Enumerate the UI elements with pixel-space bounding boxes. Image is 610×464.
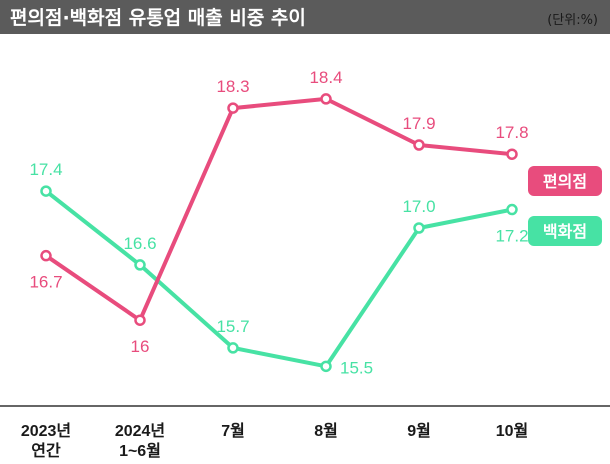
data-point <box>320 93 332 105</box>
series-line-0 <box>44 96 514 323</box>
data-point <box>320 360 332 373</box>
data-label: 18.4 <box>309 68 342 87</box>
data-label: 17.8 <box>495 123 528 142</box>
series-1: 17.4 16.6 15.7 15.5 17.0 17.2 <box>29 160 528 377</box>
data-label: 16.6 <box>123 234 156 253</box>
data-label: 17.9 <box>402 114 435 133</box>
x-tick-label: 7월 <box>221 422 245 440</box>
x-tick-label: 8월 <box>314 422 338 440</box>
data-label: 15.7 <box>216 317 249 336</box>
data-label: 17.4 <box>29 160 62 179</box>
data-point <box>506 148 518 160</box>
data-label: 17.0 <box>402 197 435 216</box>
data-label: 15.5 <box>340 358 373 377</box>
data-point <box>506 203 518 216</box>
data-point <box>40 249 52 262</box>
unit-label: (단위:%) <box>547 13 598 28</box>
data-point <box>227 342 239 354</box>
legend-badge <box>528 216 602 246</box>
data-point <box>134 259 146 271</box>
data-point <box>413 222 425 234</box>
x-tick-label: 10월 <box>496 422 529 440</box>
legend-badge <box>528 166 602 196</box>
title-bar <box>0 0 610 34</box>
data-label: 16.7 <box>29 273 62 292</box>
chart-title: 편의점·백화점 유통업 매출 비중 추이 <box>10 7 306 29</box>
data-point <box>413 139 425 151</box>
data-label: 17.2 <box>495 227 528 246</box>
legend-label: 백화점 <box>543 222 587 241</box>
x-tick-label: 9월 <box>407 422 431 440</box>
data-point <box>134 314 146 326</box>
data-point <box>40 185 52 197</box>
x-tick-label: 2023년 연간 <box>21 421 71 460</box>
series-line-1 <box>44 189 514 369</box>
legend-label: 편의점 <box>543 172 587 191</box>
series-0: 16.7 16 18.3 18.4 17.9 17.8 <box>29 68 528 356</box>
series-layer: 17.4 16.6 15.7 15.5 17.0 17.2 16.7 16 18.3 18.4 17… <box>29 68 528 377</box>
x-tick-label: 2024년 1~6월 <box>115 421 165 460</box>
legend-item-0: 편의점 <box>528 166 602 196</box>
data-point <box>227 102 239 114</box>
data-label: 16 <box>131 337 150 356</box>
legend-item-1: 백화점 <box>528 216 602 246</box>
x-axis-labels: 2023년 연간 2024년 1~6월 7월 8월 9월 10월 <box>21 421 528 460</box>
data-label: 18.3 <box>216 77 249 96</box>
